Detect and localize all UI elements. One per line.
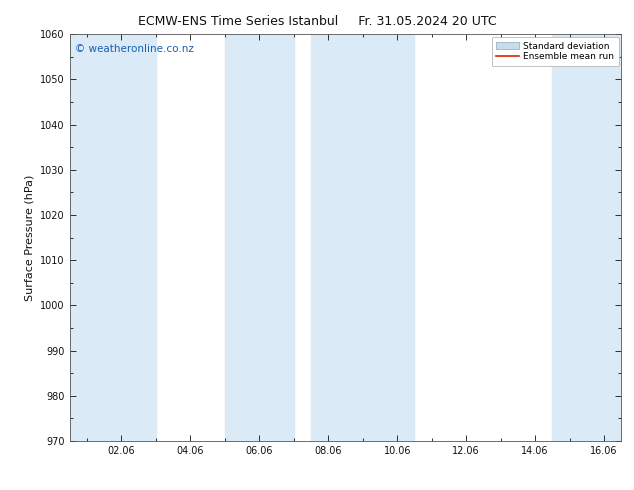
Bar (552, 34, 621, 441)
Bar (225, 34, 294, 441)
Y-axis label: Surface Pressure (hPa): Surface Pressure (hPa) (25, 174, 35, 301)
Legend: Standard deviation, Ensemble mean run: Standard deviation, Ensemble mean run (491, 37, 619, 66)
Bar (311, 34, 415, 441)
Bar (70, 34, 156, 441)
Text: © weatheronline.co.nz: © weatheronline.co.nz (75, 45, 194, 54)
Text: ECMW-ENS Time Series Istanbul     Fr. 31.05.2024 20 UTC: ECMW-ENS Time Series Istanbul Fr. 31.05.… (138, 15, 496, 28)
